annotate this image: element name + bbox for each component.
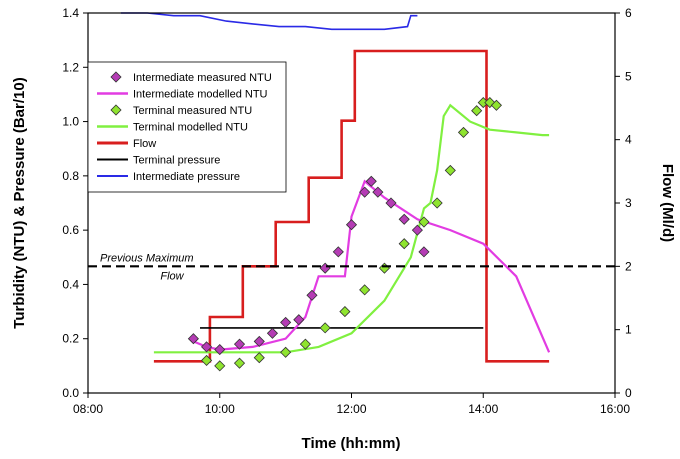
previous-maximum-flow-label: Flow bbox=[160, 270, 184, 282]
y2-tick-label: 3 bbox=[625, 196, 632, 210]
x-tick-label: 12:00 bbox=[336, 402, 366, 416]
data-point bbox=[365, 175, 377, 187]
x-tick-label: 08:00 bbox=[73, 402, 103, 416]
y2-tick-label: 5 bbox=[625, 69, 632, 83]
data-point bbox=[332, 246, 344, 258]
x-tick-label: 14:00 bbox=[468, 402, 498, 416]
data-point bbox=[280, 316, 292, 328]
y-tick-label: 0.6 bbox=[62, 223, 79, 237]
data-point bbox=[233, 357, 246, 369]
legend-item-terminal-modelled-ntu: Terminal modelled NTU bbox=[97, 122, 248, 134]
data-point bbox=[319, 322, 331, 334]
data-point bbox=[299, 338, 311, 350]
x-axis-title: Time (hh:mm) bbox=[302, 435, 401, 452]
legend-marker bbox=[110, 104, 122, 116]
data-point bbox=[418, 246, 430, 258]
x-tick-label: 16:00 bbox=[600, 402, 630, 416]
series-layer bbox=[120, 12, 551, 372]
series-line bbox=[192, 179, 551, 353]
y2-tick-label: 6 bbox=[625, 6, 632, 20]
reference-line-layer: Previous Maximum Flow bbox=[88, 252, 615, 282]
y2-tick-label: 1 bbox=[625, 323, 632, 337]
data-point bbox=[266, 327, 279, 339]
legend-label: Terminal measured NTU bbox=[133, 105, 252, 117]
data-point bbox=[345, 219, 358, 231]
x-tick-label: 10:00 bbox=[205, 402, 235, 416]
legend-item-flow: Flow bbox=[97, 138, 156, 150]
data-point bbox=[214, 360, 226, 372]
y2-tick-label: 4 bbox=[625, 133, 632, 147]
y-tick-label: 0.4 bbox=[62, 277, 79, 291]
y-tick-label: 0.2 bbox=[62, 332, 79, 346]
data-point bbox=[385, 197, 397, 209]
data-point bbox=[457, 126, 470, 138]
legend-item-intermediate-measured-ntu: Intermediate measured NTU bbox=[110, 71, 272, 84]
legend-label: Intermediate measured NTU bbox=[133, 72, 272, 84]
series-flow bbox=[153, 49, 550, 363]
data-point bbox=[490, 99, 502, 111]
series-line bbox=[120, 12, 418, 31]
data-point bbox=[293, 314, 305, 326]
data-point bbox=[253, 352, 265, 364]
legend-item-terminal-measured-ntu: Terminal measured NTU bbox=[110, 104, 252, 117]
data-point bbox=[201, 354, 213, 366]
data-point bbox=[339, 306, 351, 318]
y2-axis-title: Flow (Ml/d) bbox=[659, 164, 676, 242]
legend-item-intermediate-pressure: Intermediate pressure bbox=[97, 171, 240, 183]
series-line bbox=[153, 103, 550, 354]
data-point bbox=[418, 216, 430, 228]
legend: Intermediate measured NTU Intermediate mo… bbox=[87, 61, 287, 193]
series-intermediate-measured-ntu bbox=[187, 175, 430, 356]
y-tick-label: 1.4 bbox=[62, 6, 79, 20]
y-tick-label: 0.0 bbox=[62, 386, 79, 400]
data-point bbox=[306, 289, 318, 301]
legend-label: Terminal modelled NTU bbox=[133, 122, 248, 134]
data-point bbox=[444, 164, 456, 176]
series-terminal-modelled-ntu bbox=[153, 103, 550, 354]
legend-label: Terminal pressure bbox=[133, 155, 220, 167]
data-point bbox=[372, 186, 384, 198]
data-point bbox=[201, 341, 213, 353]
legend-label: Intermediate modelled NTU bbox=[133, 89, 268, 101]
data-point bbox=[280, 346, 292, 358]
data-point bbox=[431, 197, 443, 209]
previous-maximum-flow-label: Previous Maximum bbox=[100, 252, 194, 264]
legend-label: Flow bbox=[133, 138, 156, 150]
legend-label: Intermediate pressure bbox=[133, 171, 240, 183]
series-intermediate-modelled-ntu bbox=[192, 179, 551, 353]
data-point bbox=[214, 344, 226, 356]
legend-item-intermediate-modelled-ntu: Intermediate modelled NTU bbox=[97, 89, 268, 101]
data-point bbox=[359, 284, 371, 296]
legend-item-terminal-pressure: Terminal pressure bbox=[97, 155, 220, 167]
data-point bbox=[398, 238, 410, 250]
series-line bbox=[153, 49, 550, 363]
axes-layer: 08:00 10:00 12:00 14:00 16:00 0.0 0.2 0.4 0.6 0.8… bbox=[62, 6, 632, 416]
data-point bbox=[398, 213, 410, 225]
legend-marker bbox=[110, 71, 122, 83]
data-point bbox=[253, 335, 265, 347]
series-terminal-measured-ntu bbox=[201, 97, 502, 372]
y-tick-label: 0.8 bbox=[62, 169, 79, 183]
y2-tick-label: 2 bbox=[625, 259, 632, 273]
data-point bbox=[187, 333, 199, 345]
y-axis-title: Turbidity (NTU) & Pressure (Bar/10) bbox=[11, 77, 28, 328]
data-point bbox=[471, 105, 483, 117]
data-point bbox=[359, 186, 371, 198]
y2-tick-label: 0 bbox=[625, 386, 632, 400]
y-tick-label: 1.2 bbox=[62, 60, 79, 74]
data-point bbox=[411, 224, 423, 236]
y-tick-label: 1.0 bbox=[62, 115, 79, 129]
data-point bbox=[233, 338, 246, 350]
series-intermediate-pressure bbox=[120, 12, 418, 31]
